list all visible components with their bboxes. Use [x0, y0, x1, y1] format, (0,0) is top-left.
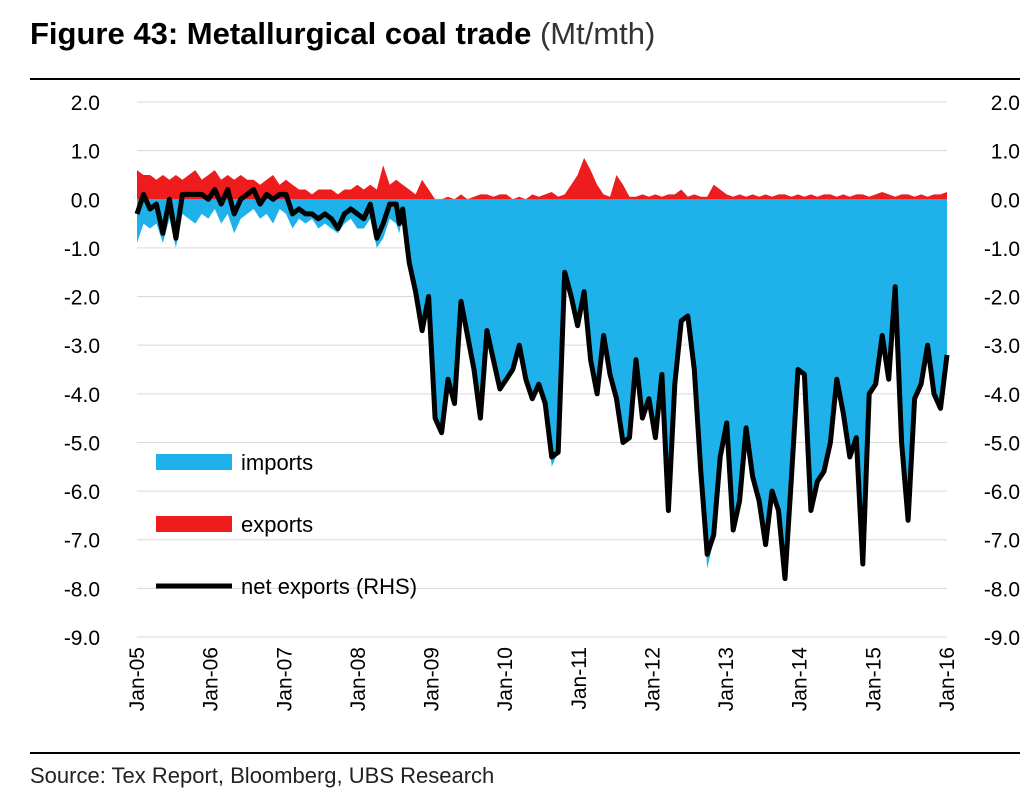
y2-tick-label: -2.0 [984, 287, 1020, 310]
y-tick-label: -4.0 [64, 384, 100, 407]
x-tick-label: Jan-06 [200, 647, 223, 711]
y-tick-label: -9.0 [64, 627, 100, 650]
x-tick-label: Jan-07 [273, 647, 296, 711]
chart-title: Figure 43: Metallurgical coal trade (Mt/… [30, 16, 656, 51]
x-tick-label: Jan-10 [494, 647, 517, 711]
y-tick-label: 0.0 [71, 189, 100, 212]
x-tick-label: Jan-12 [642, 647, 665, 711]
x-tick-label: Jan-11 [568, 647, 591, 710]
footer-rule [30, 752, 1020, 754]
y2-tick-label: -7.0 [984, 530, 1020, 553]
y2-tick-label: -9.0 [984, 627, 1020, 650]
y2-tick-label: -1.0 [984, 238, 1020, 261]
y2-tick-label: -6.0 [984, 481, 1020, 504]
x-tick-label: Jan-08 [347, 647, 370, 711]
y-tick-label: -1.0 [64, 238, 100, 261]
y-tick-label: 1.0 [71, 141, 100, 164]
y-axis-right: 2.0 1.0 0.0 -1.0 -2.0 -3.0 -4.0 -5.0 -6.0 -7.0 -8.… [984, 92, 1020, 650]
net-exports-line [134, 187, 950, 582]
x-tick-label: Jan-13 [715, 647, 738, 711]
legend-swatch-exports [156, 516, 232, 532]
y2-tick-label: 2.0 [991, 92, 1020, 115]
legend-label-net: net exports (RHS) [241, 574, 417, 599]
y-tick-label: -7.0 [64, 530, 100, 553]
y-axis-left: 2.0 1.0 0.0 -1.0 -2.0 -3.0 -4.0 -5.0 -6.0 -7.0 -8.… [64, 92, 100, 650]
y2-tick-label: -5.0 [984, 432, 1020, 455]
legend-label-imports: imports [241, 450, 313, 475]
y-tick-label: -6.0 [64, 481, 100, 504]
title-rule [30, 78, 1020, 80]
x-tick-label: Jan-14 [789, 647, 812, 712]
y2-tick-label: -4.0 [984, 384, 1020, 407]
source-note: Source: Tex Report, Bloomberg, UBS Resea… [30, 763, 495, 788]
x-axis: Jan-05 Jan-06 Jan-07 Jan-08 Jan-09 Jan-10 Jan-… [126, 647, 959, 712]
x-tick-label: Jan-15 [862, 647, 885, 711]
y-tick-label: -3.0 [64, 335, 100, 358]
x-tick-label: Jan-09 [421, 647, 444, 711]
legend-swatch-imports [156, 454, 232, 470]
y2-tick-label: 0.0 [991, 189, 1020, 212]
exports-area [137, 157, 947, 200]
y2-tick-label: 1.0 [991, 141, 1020, 164]
y2-tick-label: -8.0 [984, 578, 1020, 601]
y2-tick-label: -3.0 [984, 335, 1020, 358]
y-tick-label: -2.0 [64, 287, 100, 310]
legend-label-exports: exports [241, 512, 313, 537]
x-tick-label: Jan-16 [936, 647, 959, 711]
legend: imports exports net exports (RHS) [156, 450, 417, 599]
y-tick-label: 2.0 [71, 92, 100, 115]
y-tick-label: -5.0 [64, 432, 100, 455]
x-tick-label: Jan-05 [126, 647, 149, 711]
y-tick-label: -8.0 [64, 578, 100, 601]
plot-lines [134, 187, 950, 582]
